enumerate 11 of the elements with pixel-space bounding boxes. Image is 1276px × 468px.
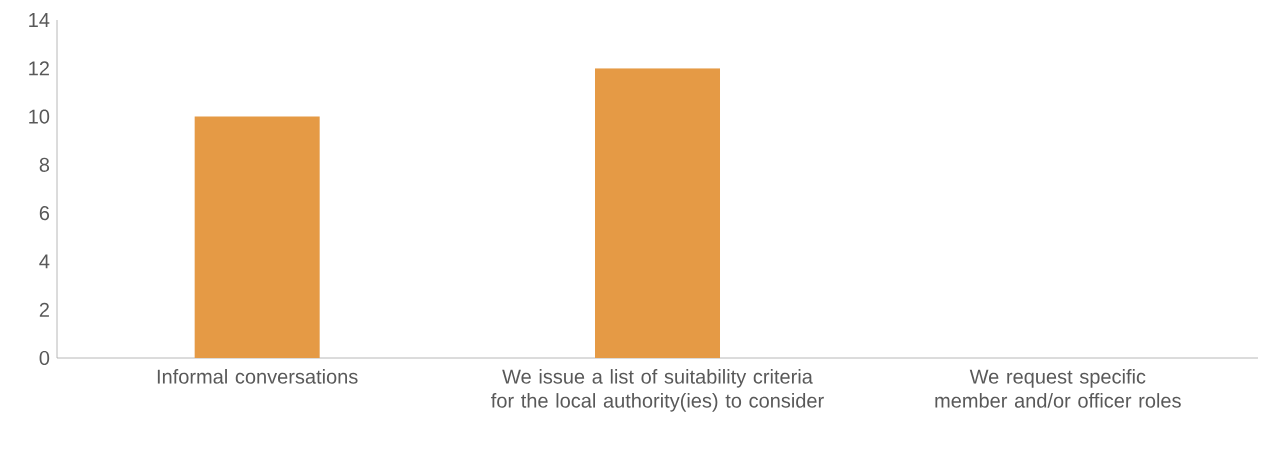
y-tick-label: 6 (39, 206, 50, 221)
x-tick-label: We request specific member and/or officer roles (935, 369, 1181, 408)
y-tick-label: 8 (39, 157, 50, 172)
y-tick-label: 4 (39, 254, 50, 269)
y-tick-label: 0 (39, 350, 50, 366)
y-tick-label: 10 (29, 109, 50, 124)
x-tick-label: Informal conversations (157, 369, 358, 384)
y-tick-label: 12 (29, 61, 49, 76)
x-tick-label: We issue a list of suitability criteria for the local authority(ies) to consider (491, 369, 824, 412)
y-tick-label: 2 (39, 302, 49, 317)
y-tick-label: 14 (29, 13, 50, 27)
